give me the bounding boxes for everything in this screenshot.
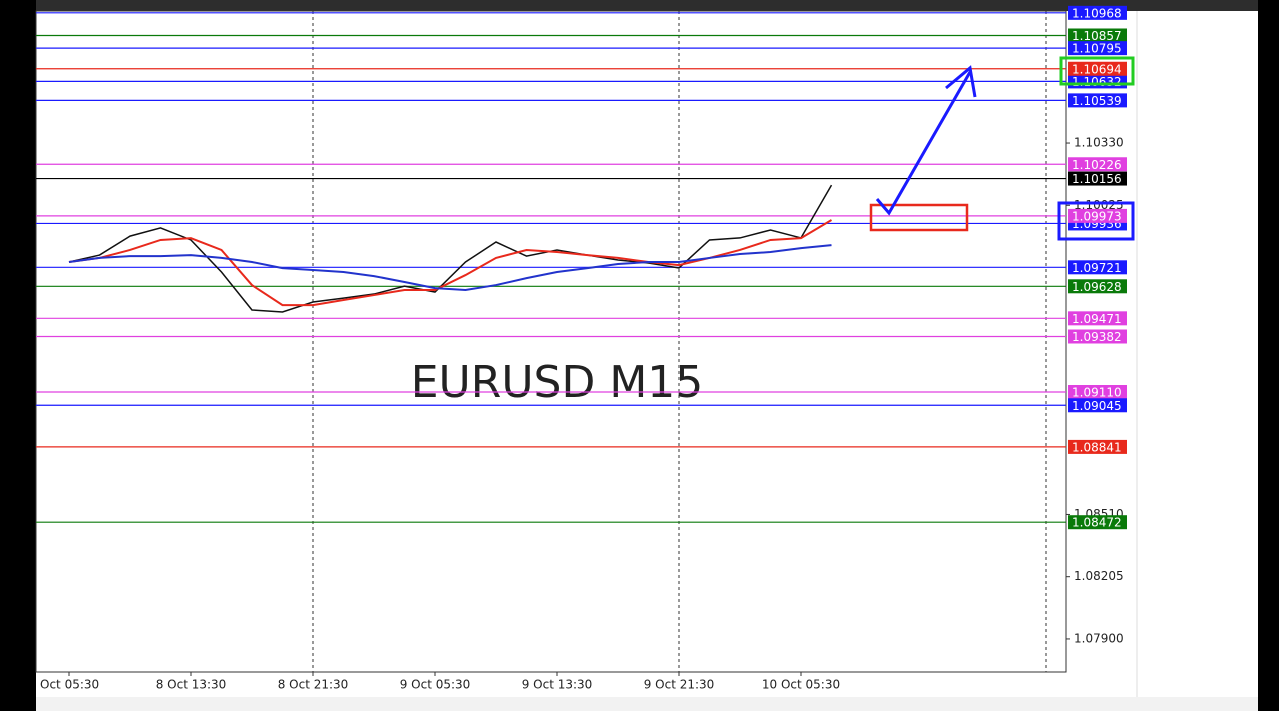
x-tick-label: 8 Oct 13:30 [156, 678, 227, 692]
y-tick-label: 1.10330 [1074, 136, 1124, 150]
level-tag [1068, 279, 1127, 294]
level-label: 1.09045 [1072, 399, 1122, 413]
level-tag [1068, 5, 1127, 20]
right-strip [1258, 0, 1279, 711]
level-label: 1.08841 [1072, 440, 1122, 454]
level-label: 1.10226 [1072, 158, 1122, 172]
x-tick-label: Oct 05:30 [40, 678, 99, 692]
level-label: 1.10968 [1072, 6, 1122, 20]
level-label: 1.09973 [1072, 209, 1122, 223]
level-label: 1.09721 [1072, 261, 1122, 275]
level-tag [1068, 260, 1127, 275]
target-highlight [1059, 56, 1135, 86]
level-label: 1.09471 [1072, 312, 1122, 326]
x-tick-label: 9 Oct 13:30 [522, 678, 593, 692]
x-tick-label: 9 Oct 21:30 [644, 678, 715, 692]
level-tag [1068, 171, 1127, 186]
plot-frame [35, 10, 1067, 673]
y-tick-label: 1.07900 [1074, 631, 1124, 645]
x-tick-label: 8 Oct 21:30 [278, 678, 349, 692]
day-separators [312, 11, 1047, 672]
level-label: 1.10857 [1072, 29, 1122, 43]
arrow-head [945, 65, 977, 98]
symbol-label: EURUSD M15 [411, 357, 704, 408]
level-label: 1.09628 [1072, 280, 1122, 294]
top-bar [0, 0, 1279, 11]
level-tag [1068, 41, 1127, 56]
level-label: 1.09382 [1072, 330, 1122, 344]
forecast-arrow [875, 71, 972, 216]
level-tag [1068, 398, 1127, 413]
left-strip [0, 0, 36, 711]
level-tag [1068, 28, 1127, 43]
level-label: 1.10156 [1072, 172, 1122, 186]
level-label: 1.09110 [1072, 386, 1122, 400]
level-tag [1068, 385, 1127, 400]
level-tag [1068, 93, 1127, 108]
level-label: 1.10694 [1072, 62, 1122, 76]
level-label: 1.08472 [1072, 516, 1122, 530]
entry-box [869, 203, 969, 232]
series-line [68, 184, 833, 313]
level-label: 1.10795 [1072, 42, 1122, 56]
series-line [68, 244, 832, 291]
level-tag [1068, 208, 1127, 223]
entry-highlight [1057, 201, 1135, 241]
level-tag [1068, 439, 1127, 454]
level-tag [1068, 329, 1127, 344]
marks: 1.079001.082051.085101.100251.103301.109… [36, 5, 1127, 692]
level-tag [1068, 515, 1127, 530]
y-tick-label: 1.08205 [1074, 569, 1124, 583]
x-tick-label: 9 Oct 05:30 [400, 678, 471, 692]
level-tag [1068, 61, 1127, 76]
y-tick-label: 1.10025 [1074, 198, 1124, 212]
level-tag [1068, 311, 1127, 326]
level-label: 1.10632 [1072, 75, 1122, 89]
level-label: 1.10539 [1072, 94, 1122, 108]
x-tick-label: 10 Oct 05:30 [762, 678, 840, 692]
level-tag [1068, 157, 1127, 172]
bottom-strip [36, 697, 1258, 711]
series-line [68, 219, 833, 307]
